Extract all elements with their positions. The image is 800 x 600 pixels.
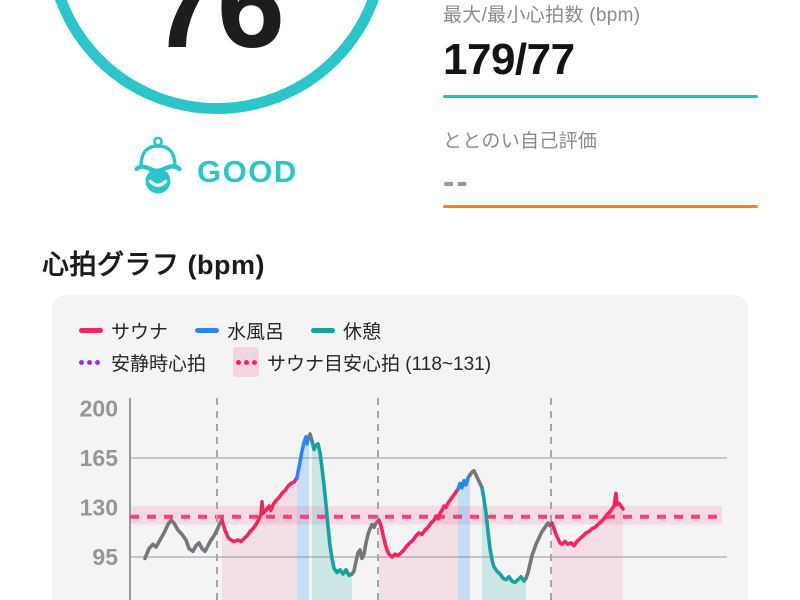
chart-legend-row-2: 安静時心拍 サウナ目安心拍 (118~131) bbox=[79, 347, 518, 377]
rating-row: GOOD bbox=[133, 136, 298, 194]
legend-item-resting-hr: 安静時心拍 bbox=[79, 349, 206, 376]
svg-text:95: 95 bbox=[92, 544, 118, 570]
resting-hr-dots-icon bbox=[79, 359, 103, 365]
legend-item-water: 水風呂 bbox=[195, 317, 284, 344]
sauna-hat-face-icon bbox=[134, 136, 182, 194]
max-min-hr-label: 最大/最小心拍数 (bpm) bbox=[443, 5, 641, 26]
legend-item-sauna: サウナ bbox=[79, 317, 168, 344]
legend-label-target-hr: サウナ目安心拍 (118~131) bbox=[267, 353, 492, 375]
target-dots-icon bbox=[234, 359, 258, 365]
rating-label: GOOD bbox=[197, 154, 298, 189]
legend-label-rest: 休憩 bbox=[343, 322, 382, 343]
heart-rate-chart: 200 165 130 95 bbox=[80, 395, 727, 600]
self-rating-block: ととのい自己評価 -- bbox=[443, 126, 758, 208]
svg-text:165: 165 bbox=[80, 445, 119, 471]
heart-rate-section-title: 心拍グラフ (bpm) bbox=[42, 250, 265, 280]
totonoi-score-value: 76 bbox=[151, 0, 285, 73]
self-rating-label: ととのい自己評価 bbox=[443, 131, 598, 152]
chart-legend-row-1: サウナ 水風呂 休憩 bbox=[79, 317, 408, 344]
target-band-swatch-icon bbox=[233, 347, 260, 377]
legend-label-water: 水風呂 bbox=[227, 322, 285, 343]
legend-item-rest: 休憩 bbox=[311, 317, 381, 344]
legend-label-sauna: サウナ bbox=[111, 322, 169, 343]
max-min-hr-value: 179/77 bbox=[443, 35, 575, 84]
sauna-line-swatch-icon bbox=[79, 328, 103, 333]
self-rating-value: -- bbox=[443, 163, 470, 201]
rest-line-swatch-icon bbox=[311, 328, 336, 333]
legend-item-target-hr: サウナ目安心拍 (118~131) bbox=[233, 347, 491, 377]
stats-panel: 最大/最小心拍数 (bpm) 179/77 ととのい自己評価 -- bbox=[443, 0, 758, 208]
orange-divider bbox=[443, 205, 758, 208]
heart-rate-chart-card: サウナ 水風呂 休憩 安静時心拍 サウナ目安心拍 (118~131) bbox=[52, 295, 748, 600]
legend-label-resting-hr: 安静時心拍 bbox=[111, 353, 207, 375]
teal-divider bbox=[443, 95, 758, 98]
svg-text:130: 130 bbox=[80, 495, 118, 521]
svg-text:200: 200 bbox=[80, 395, 118, 421]
water-line-swatch-icon bbox=[195, 328, 220, 333]
